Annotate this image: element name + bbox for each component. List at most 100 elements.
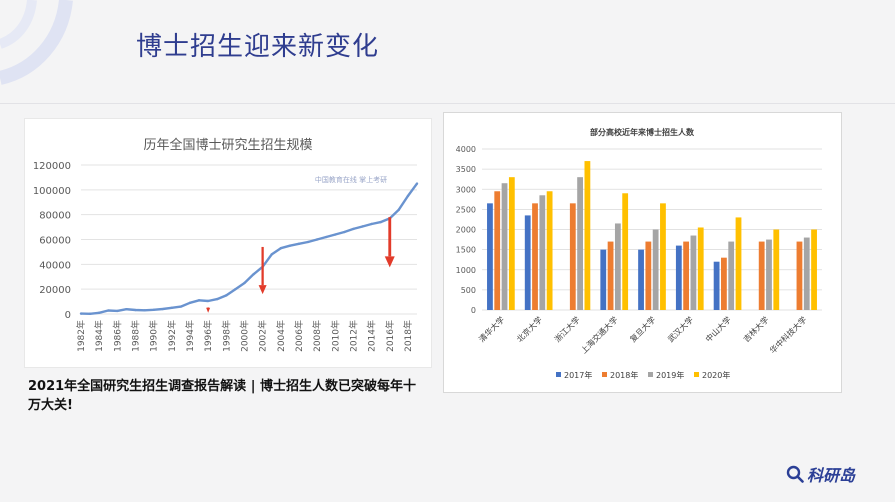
legend-label: 2019年 bbox=[656, 370, 684, 380]
bar bbox=[675, 245, 682, 310]
arrow-head bbox=[384, 256, 395, 268]
bar bbox=[539, 195, 546, 310]
legend-label: 2018年 bbox=[610, 370, 638, 380]
bar bbox=[638, 249, 644, 310]
red-arrow bbox=[206, 307, 211, 313]
legend-swatch bbox=[694, 372, 699, 377]
data-point bbox=[361, 225, 364, 228]
slide-title: 博士招生迎来新变化 bbox=[136, 32, 380, 62]
bar bbox=[728, 241, 735, 310]
bar bbox=[796, 241, 803, 310]
y-tick-label: 40000 bbox=[39, 260, 71, 271]
x-tick-label: 1982年 bbox=[75, 320, 87, 352]
data-point bbox=[125, 307, 128, 311]
bar bbox=[524, 215, 531, 310]
y-tick-label: 80000 bbox=[39, 211, 71, 222]
bar bbox=[508, 177, 515, 310]
arrow-head bbox=[258, 285, 267, 295]
data-point bbox=[216, 297, 219, 301]
bar bbox=[713, 261, 720, 310]
bar bbox=[600, 249, 607, 310]
y-tick-label: 2000 bbox=[456, 226, 476, 235]
title-divider bbox=[0, 103, 895, 104]
data-point bbox=[252, 273, 255, 276]
x-tick-label: 1990年 bbox=[148, 320, 160, 352]
y-tick-label: 0 bbox=[471, 306, 476, 315]
x-tick-label: 1998年 bbox=[220, 320, 232, 352]
bar bbox=[773, 229, 780, 310]
legend-item: 2019年 bbox=[648, 370, 684, 380]
line-chart-panel: 历年全国博士研究生招生规模 中国教育在线 掌上考研 0 20000 40000 60000… bbox=[24, 118, 432, 368]
red-arrow bbox=[258, 246, 267, 295]
bar bbox=[584, 161, 591, 310]
bar-chart: 部分高校近年来博士招生人数 0 500 1000 1500 2000 2500 3000 350… bbox=[456, 127, 822, 380]
data-point bbox=[270, 253, 273, 256]
legend-swatch bbox=[648, 372, 653, 377]
x-tick-label: 2016年 bbox=[384, 320, 396, 352]
data-point bbox=[134, 308, 137, 312]
x-tick-label: 华中科技大学 bbox=[768, 314, 809, 355]
y-tick-label: 2500 bbox=[456, 205, 476, 214]
data-point bbox=[161, 307, 164, 311]
legend-label: 2017年 bbox=[564, 370, 592, 380]
data-point bbox=[107, 309, 110, 312]
search-icon bbox=[786, 465, 804, 483]
data-point bbox=[97, 311, 101, 314]
bar bbox=[758, 241, 765, 310]
data-point bbox=[188, 301, 192, 305]
y-tick-label: 120000 bbox=[33, 161, 71, 172]
legend-item: 2018年 bbox=[602, 370, 638, 380]
bar-chart-panel: 部分高校近年来博士招生人数 0 500 1000 1500 2000 2500 3000 350… bbox=[443, 112, 842, 393]
data-point bbox=[206, 299, 210, 303]
data-point bbox=[88, 312, 92, 315]
data-point bbox=[370, 222, 373, 226]
x-tick-label: 2008年 bbox=[311, 320, 323, 352]
data-point bbox=[234, 287, 237, 291]
y-tick-label: 1500 bbox=[456, 246, 476, 255]
data-point bbox=[306, 240, 310, 244]
data-point bbox=[415, 182, 419, 185]
data-point bbox=[116, 309, 119, 313]
bar bbox=[614, 223, 621, 310]
x-tick-label: 2012年 bbox=[347, 320, 359, 352]
data-point bbox=[352, 227, 355, 231]
x-tick-label: 1992年 bbox=[166, 320, 178, 352]
data-point bbox=[324, 235, 328, 239]
legend-swatch bbox=[602, 372, 607, 377]
data-point bbox=[343, 230, 346, 234]
data-point bbox=[288, 244, 292, 247]
caption-text: 2021年全国研究生招生调查报告解读 | 博士招生人数已突破每年十万大关! bbox=[28, 379, 416, 413]
x-tick-label: 1984年 bbox=[93, 320, 105, 352]
bar bbox=[697, 227, 704, 310]
x-tick-label: 2004年 bbox=[275, 320, 287, 352]
bar bbox=[546, 191, 553, 310]
red-arrow bbox=[384, 217, 395, 268]
y-tick-label: 500 bbox=[461, 286, 476, 295]
x-tick-label: 清华大学 bbox=[477, 314, 507, 344]
brand-name: 科研岛 bbox=[807, 466, 856, 485]
y-tick-label: 60000 bbox=[39, 236, 71, 247]
bar bbox=[645, 241, 652, 310]
x-tick-label: 武汉大学 bbox=[665, 314, 695, 344]
bar bbox=[660, 203, 666, 310]
x-tick-label: 中山大学 bbox=[703, 314, 733, 344]
brand-logo: 科研岛 bbox=[786, 462, 855, 486]
bar bbox=[622, 193, 629, 310]
bar bbox=[487, 203, 493, 310]
y-tick-label: 3500 bbox=[456, 165, 476, 174]
y-tick-label: 4000 bbox=[456, 145, 476, 154]
data-point bbox=[379, 220, 382, 224]
data-point bbox=[406, 194, 410, 198]
x-tick-label: 2010年 bbox=[329, 320, 341, 352]
y-tick-label: 1000 bbox=[456, 266, 476, 275]
data-point bbox=[170, 306, 174, 309]
bar bbox=[735, 217, 742, 310]
x-tick-label: 浙江大学 bbox=[552, 314, 582, 344]
x-tick-label: 1994年 bbox=[184, 320, 196, 352]
bar bbox=[577, 177, 583, 310]
x-tick-label: 1986年 bbox=[111, 320, 123, 352]
data-point bbox=[197, 299, 201, 302]
x-tick-label: 复旦大学 bbox=[628, 314, 658, 344]
y-tick-label: 3000 bbox=[456, 185, 476, 194]
